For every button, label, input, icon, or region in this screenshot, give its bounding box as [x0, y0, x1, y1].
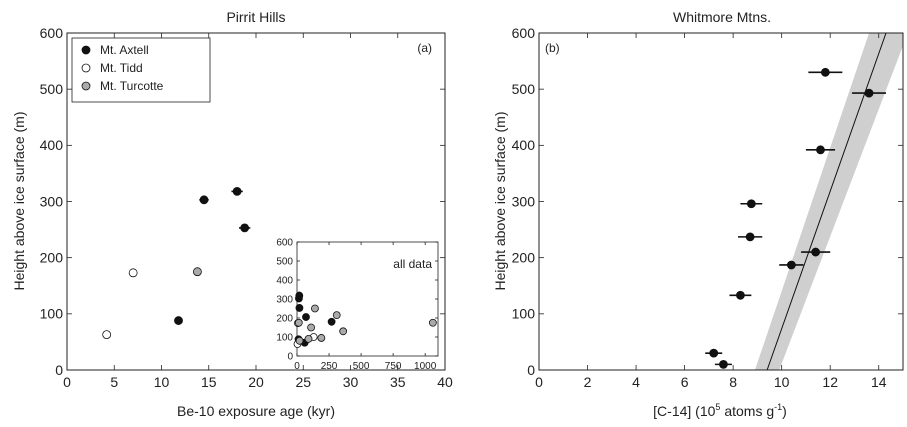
y-tick-label: 200 [276, 314, 293, 325]
x-axis-label: [C-14] (105 atoms g-1) [653, 402, 787, 419]
x-tick-label: 0 [535, 374, 543, 390]
x-tick-label: 1000 [414, 361, 437, 372]
y-tick-label: 300 [40, 193, 64, 209]
data-point [811, 247, 821, 257]
data-point [304, 334, 313, 343]
data-point [295, 304, 304, 312]
data-point [232, 186, 242, 196]
data-point [294, 318, 303, 327]
x-axis-label: Be-10 exposure age (kyr) [177, 403, 335, 419]
x-tick-label: 750 [385, 361, 402, 372]
data-point [745, 232, 755, 242]
x-tick-label: 14 [871, 374, 887, 390]
y-tick-label: 500 [40, 81, 64, 97]
fit-line [766, 33, 887, 370]
legend-label: Mt. Tidd [100, 61, 143, 75]
data-point [332, 311, 341, 320]
x-tick-label: 250 [321, 361, 338, 372]
y-tick-label: 400 [40, 137, 64, 153]
x-tick-label: 25 [295, 374, 311, 390]
data-point [709, 348, 719, 358]
data-point [864, 88, 874, 98]
y-tick-label: 200 [512, 250, 536, 266]
legend-marker [81, 81, 91, 91]
panel-b: Whitmore Mtns. (b) Height above ice surf… [492, 9, 904, 419]
x-tick-label: 2 [584, 374, 592, 390]
data-point [786, 260, 796, 270]
data-point [311, 304, 319, 313]
y-tick-label: 300 [512, 193, 536, 209]
data-point [102, 330, 112, 340]
data-point [128, 268, 138, 278]
legend-label: Mt. Turcotte [100, 79, 164, 93]
uncertainty-band [754, 33, 903, 370]
data-point [174, 316, 183, 325]
x-tick-label: 4 [632, 374, 640, 390]
chart-title: Whitmore Mtns. [673, 9, 771, 25]
x-tick-label: 8 [729, 374, 737, 390]
data-point [302, 313, 310, 321]
x-tick-label: 12 [822, 374, 838, 390]
y-tick-label: 0 [55, 362, 63, 378]
y-axis-label: Height above ice surface (m) [492, 112, 508, 291]
y-tick-label: 100 [512, 306, 536, 322]
y-tick-label: 400 [512, 137, 536, 153]
chart-title: Pirrit Hills [226, 9, 285, 25]
y-tick-label: 500 [512, 81, 536, 97]
panel-label: (a) [417, 41, 432, 55]
x-tick-label: 35 [390, 374, 406, 390]
x-tick-label: 20 [248, 374, 264, 390]
legend-label: Mt. Axtell [100, 43, 149, 57]
data-point [327, 317, 336, 326]
x-tick-label: 6 [681, 374, 689, 390]
x-tick-label: 10 [774, 374, 790, 390]
y-axis-label: Height above ice surface (m) [11, 112, 27, 291]
x-tick-label: 10 [154, 374, 170, 390]
inset-chart: all data 0 250 500 750 1000 0 100 200 300 400 500 6… [276, 238, 439, 372]
data-point [193, 267, 202, 277]
y-tick-label: 600 [512, 25, 536, 41]
x-tick-label: 40 [437, 374, 453, 390]
data-point [339, 327, 348, 336]
legend: Mt. Axtell Mt. Tidd Mt. Turcotte [71, 37, 211, 103]
data-point [295, 291, 304, 300]
x-tick-label: 5 [110, 374, 118, 390]
data-point [317, 334, 326, 342]
data-point [240, 223, 250, 233]
x-tick-label: 15 [201, 374, 217, 390]
y-tick-label: 500 [276, 257, 293, 268]
y-tick-label: 400 [276, 276, 293, 287]
legend-box [71, 37, 211, 103]
x-tick-label: 0 [63, 374, 71, 390]
data-point [820, 67, 830, 77]
y-tick-label: 200 [40, 250, 64, 266]
data-point [428, 318, 437, 327]
y-tick-label: 100 [40, 306, 64, 322]
legend-marker [81, 63, 91, 73]
data-point [816, 145, 825, 155]
data-point [307, 323, 316, 332]
x-tick-label: 0 [294, 361, 300, 372]
data-point [295, 336, 304, 345]
y-tick-label: 100 [276, 333, 293, 344]
y-tick-label: 0 [287, 352, 293, 363]
y-tick-label: 0 [527, 362, 535, 378]
inset-label: all data [393, 257, 432, 271]
data-point [199, 195, 209, 205]
x-tick-label: 500 [353, 361, 370, 372]
y-tick-label: 600 [40, 25, 64, 41]
panel-label: (b) [545, 41, 560, 55]
x-tick-label: 30 [343, 374, 359, 390]
data-point [736, 290, 745, 300]
data-point [719, 359, 728, 369]
data-point [746, 199, 756, 209]
y-tick-label: 600 [276, 238, 293, 249]
panel-a: Pirrit Hills (a) Be-10 exposure age (kyr… [11, 9, 453, 419]
y-tick-label: 300 [276, 295, 293, 306]
plot-frame [538, 32, 904, 371]
legend-marker [81, 45, 91, 55]
